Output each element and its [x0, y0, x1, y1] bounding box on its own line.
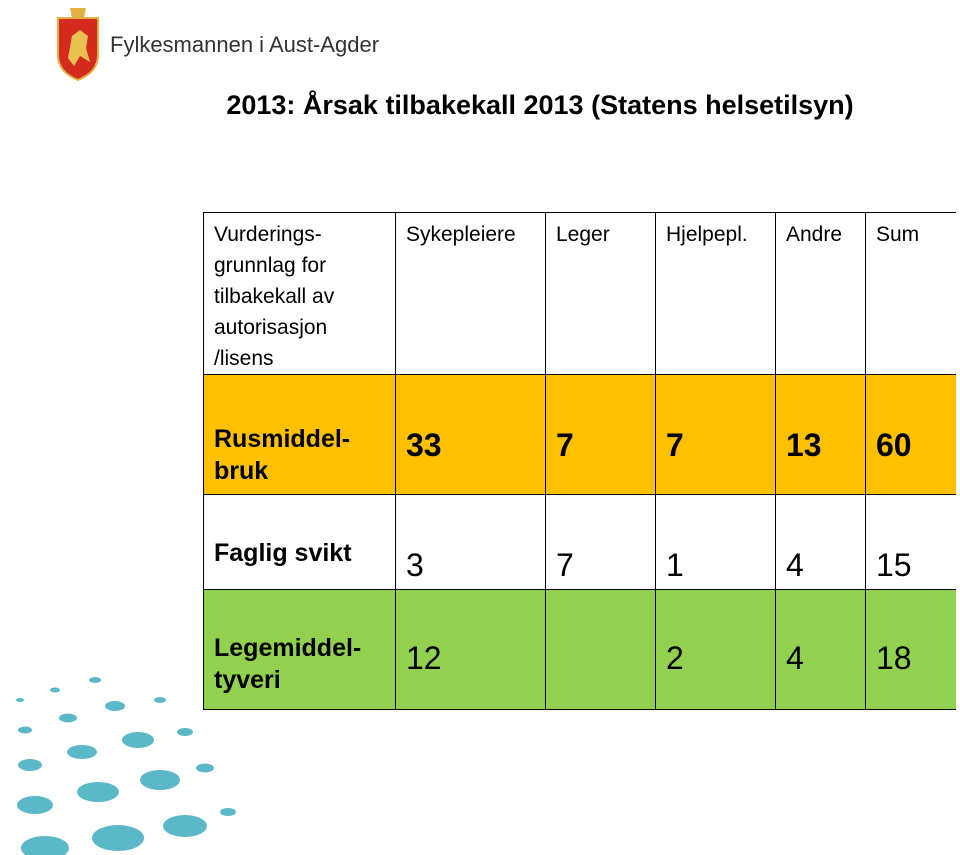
- coat-of-arms: [57, 8, 99, 82]
- cell-value: 4: [775, 494, 866, 590]
- cell-value: 18: [865, 589, 956, 710]
- cell-value: 7: [545, 494, 656, 590]
- cell-value: 60: [865, 374, 956, 495]
- cell-value: 1: [655, 494, 776, 590]
- row-label: Faglig svikt: [203, 494, 396, 590]
- cell-value: 7: [655, 374, 776, 495]
- column-header: Sykepleiere: [395, 212, 546, 375]
- cell-value: 2: [655, 589, 776, 710]
- cell-value: 4: [775, 589, 866, 710]
- column-header: Hjelpepl.: [655, 212, 776, 375]
- organization-name: Fylkesmannen i Aust-Agder: [110, 32, 380, 57]
- header-row: Vurderings- grunnlag for tilbakekall av …: [203, 212, 956, 375]
- column-header: Vurderings- grunnlag for tilbakekall av …: [203, 212, 396, 375]
- row-label: Rusmiddel- bruk: [203, 374, 396, 495]
- cell-value: [545, 589, 656, 710]
- table-row: Rusmiddel- bruk 33 7 7 13 60: [203, 374, 956, 495]
- table-row: Legemiddel- tyveri 12 2 4 18: [203, 589, 956, 710]
- cell-value: 7: [545, 374, 656, 495]
- column-header: Andre: [775, 212, 866, 375]
- row-label: Legemiddel- tyveri: [203, 589, 396, 710]
- cell-value: 12: [395, 589, 546, 710]
- cell-value: 15: [865, 494, 956, 590]
- cell-value: 33: [395, 374, 546, 495]
- dot-pattern: [16, 677, 236, 855]
- data-table: Vurderings- grunnlag for tilbakekall av …: [203, 212, 956, 710]
- cell-value: 13: [775, 374, 866, 495]
- column-header: Sum: [865, 212, 956, 375]
- column-header: Leger: [545, 212, 656, 375]
- cell-value: 3: [395, 494, 546, 590]
- table-row: Faglig svikt 3 7 1 4 15: [203, 494, 956, 590]
- slide-title: 2013: Årsak tilbakekall 2013 (Statens he…: [226, 90, 854, 120]
